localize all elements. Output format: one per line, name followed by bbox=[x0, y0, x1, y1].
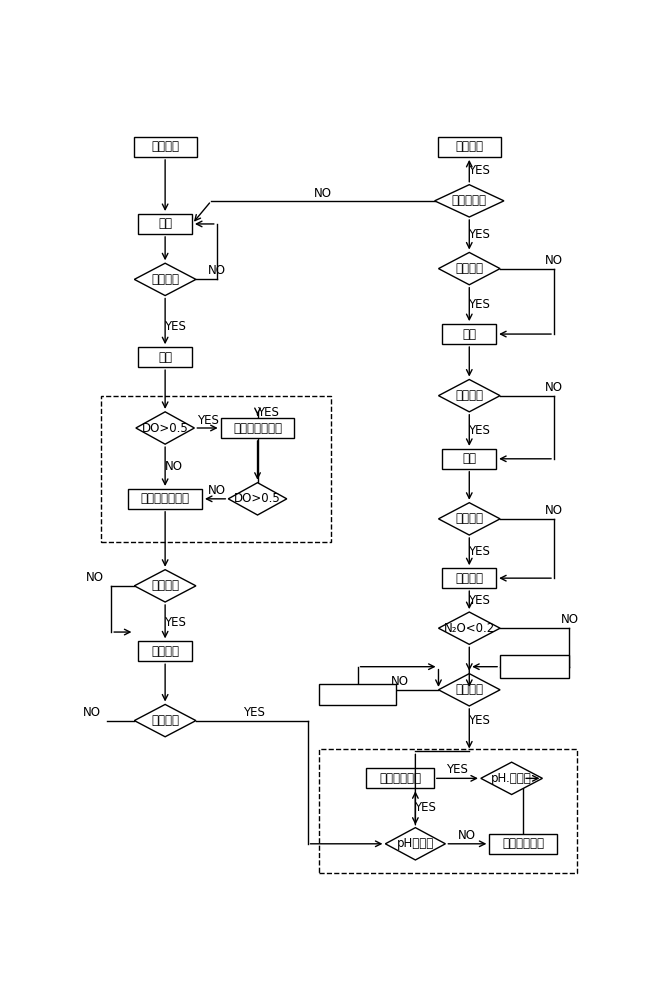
Text: 时间控制: 时间控制 bbox=[151, 579, 179, 592]
Text: 进水: 进水 bbox=[158, 217, 172, 230]
Text: NO: NO bbox=[314, 187, 332, 200]
Text: NO: NO bbox=[545, 504, 563, 517]
Text: 时间控制: 时间控制 bbox=[455, 389, 483, 402]
Text: 时间控制: 时间控制 bbox=[455, 262, 483, 275]
Polygon shape bbox=[136, 412, 194, 444]
Bar bbox=[101, 396, 330, 542]
Bar bbox=[366, 768, 434, 788]
Polygon shape bbox=[438, 612, 500, 644]
Text: 系统开启: 系统开启 bbox=[151, 140, 179, 153]
Text: NO: NO bbox=[83, 706, 101, 719]
Text: NO: NO bbox=[208, 484, 225, 497]
Bar bbox=[128, 489, 202, 509]
Text: YES: YES bbox=[446, 763, 468, 776]
Text: NO: NO bbox=[85, 571, 104, 584]
Polygon shape bbox=[481, 762, 543, 795]
Bar bbox=[319, 684, 396, 705]
Bar bbox=[438, 137, 501, 157]
Bar bbox=[134, 137, 197, 157]
Text: pH.设定值: pH.设定值 bbox=[491, 772, 532, 785]
Text: NO: NO bbox=[545, 254, 563, 267]
Text: 时间控制: 时间控制 bbox=[151, 714, 179, 727]
Text: YES: YES bbox=[164, 320, 186, 333]
Text: 酸碱系统运行: 酸碱系统运行 bbox=[502, 837, 544, 850]
Text: 循环次数到: 循环次数到 bbox=[451, 194, 486, 207]
Bar bbox=[319, 749, 577, 873]
Text: NO: NO bbox=[458, 829, 476, 842]
Text: YES: YES bbox=[164, 616, 186, 629]
Text: NO: NO bbox=[391, 675, 409, 688]
Text: YES: YES bbox=[469, 714, 490, 727]
Polygon shape bbox=[134, 704, 196, 737]
Polygon shape bbox=[134, 570, 196, 602]
Text: YES: YES bbox=[414, 801, 436, 814]
Text: 加药系统: 加药系统 bbox=[151, 645, 179, 658]
Text: 时间控制: 时间控制 bbox=[455, 512, 483, 525]
Text: YES: YES bbox=[469, 228, 490, 241]
Text: YES: YES bbox=[243, 706, 264, 719]
Text: 时间控制: 时间控制 bbox=[455, 683, 483, 696]
Bar bbox=[138, 347, 192, 367]
Bar bbox=[500, 655, 569, 678]
Text: YES: YES bbox=[469, 164, 490, 177]
Text: 系统终止: 系统终止 bbox=[455, 140, 483, 153]
Polygon shape bbox=[385, 828, 446, 860]
Bar bbox=[442, 324, 496, 344]
Text: DO>0.5: DO>0.5 bbox=[141, 422, 188, 434]
Text: 时间控制: 时间控制 bbox=[151, 273, 179, 286]
Bar bbox=[489, 834, 557, 854]
Text: YES: YES bbox=[256, 406, 278, 419]
Text: 静置: 静置 bbox=[462, 328, 477, 341]
Text: NO: NO bbox=[545, 381, 563, 394]
Bar bbox=[442, 449, 496, 469]
Text: NO: NO bbox=[165, 460, 182, 473]
Text: 曙氮气系统运行: 曙氮气系统运行 bbox=[233, 422, 282, 434]
Text: YES: YES bbox=[469, 298, 490, 311]
Polygon shape bbox=[438, 252, 500, 285]
Text: YES: YES bbox=[469, 594, 490, 607]
Text: 曙氮气系统关闭: 曙氮气系统关闭 bbox=[141, 492, 190, 505]
Text: 排水: 排水 bbox=[462, 452, 477, 465]
Polygon shape bbox=[438, 379, 500, 412]
Text: YES: YES bbox=[196, 414, 218, 427]
Text: 酸碱系统关闭: 酸碱系统关闭 bbox=[379, 772, 421, 785]
Text: DO>0.5: DO>0.5 bbox=[234, 492, 281, 505]
Bar bbox=[138, 214, 192, 234]
Text: NO: NO bbox=[208, 264, 225, 277]
Text: 搅拌: 搅拌 bbox=[158, 351, 172, 364]
Bar bbox=[138, 641, 192, 661]
Polygon shape bbox=[438, 674, 500, 706]
Polygon shape bbox=[435, 185, 504, 217]
Text: 停止搅拌: 停止搅拌 bbox=[455, 572, 483, 585]
Bar bbox=[442, 568, 496, 588]
Polygon shape bbox=[438, 503, 500, 535]
Text: NO: NO bbox=[561, 613, 578, 626]
Bar bbox=[221, 418, 295, 438]
Text: YES: YES bbox=[469, 424, 490, 437]
Polygon shape bbox=[134, 263, 196, 296]
Text: N₂O<0.2: N₂O<0.2 bbox=[444, 622, 495, 635]
Polygon shape bbox=[228, 483, 287, 515]
Text: pH设定值: pH设定值 bbox=[397, 837, 434, 850]
Text: YES: YES bbox=[469, 545, 490, 558]
